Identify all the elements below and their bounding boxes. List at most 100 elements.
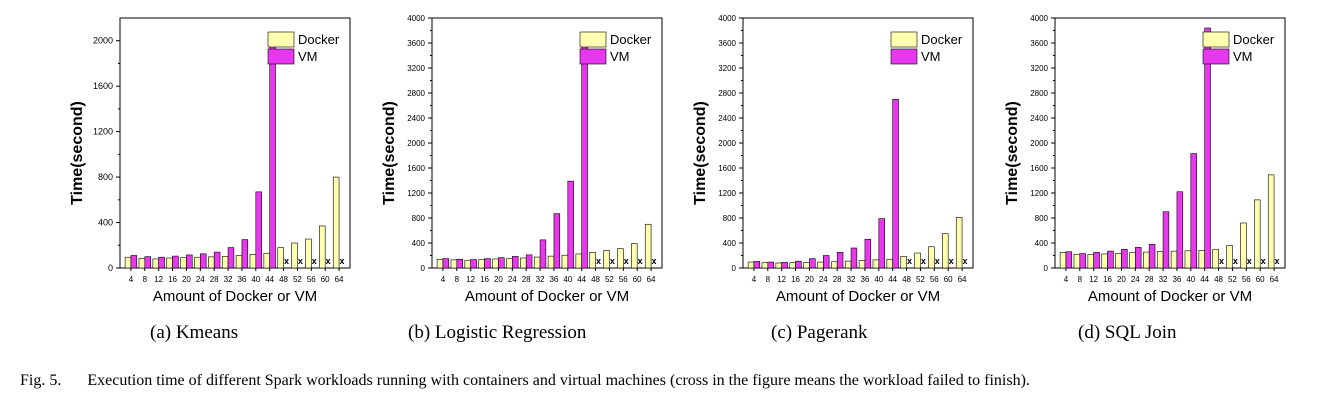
- chart-sql-join: 0 400 800 1200 1600 2000 2400 2800 3200 3600 4000 T…: [1004, 14, 1286, 305]
- y-tick-label: 0: [732, 264, 737, 273]
- y-axis-label: Time(second): [69, 101, 86, 205]
- bar-docker: [1129, 252, 1136, 269]
- figure-caption-text: Execution time of different Spark worklo…: [87, 372, 1030, 389]
- bar-vm: [1190, 153, 1197, 269]
- bar-docker: [249, 254, 257, 269]
- x-tick-label: 36: [1172, 275, 1181, 284]
- y-tick-label: 1200: [718, 189, 736, 198]
- x-axis-label: Amount of Docker or VM: [776, 288, 940, 305]
- legend-swatch-docker: [579, 31, 607, 48]
- x-tick-label: 56: [930, 275, 939, 284]
- y-tick-label: 2400: [1030, 114, 1048, 123]
- x-tick-label: 4: [752, 275, 757, 284]
- bar-docker: [575, 253, 582, 269]
- bar-vm: [158, 256, 165, 269]
- x-tick-label: 64: [958, 275, 967, 284]
- bar-docker: [942, 233, 949, 269]
- bar-docker: [478, 259, 485, 269]
- bar-docker: [1059, 252, 1067, 269]
- y-tick-label: 400: [98, 218, 113, 228]
- bar-docker: [180, 257, 187, 269]
- bar-vm: [809, 258, 816, 269]
- bar-docker: [235, 255, 243, 269]
- x-tick-label: 16: [168, 275, 177, 284]
- bar-docker: [1101, 253, 1108, 269]
- bar-vm: [1162, 211, 1170, 269]
- y-tick-label: 800: [723, 214, 737, 223]
- x-tick-label: 64: [1270, 275, 1279, 284]
- y-tick-label: 2800: [718, 89, 736, 98]
- bar-vm: [767, 261, 774, 269]
- bar-vm: [1121, 248, 1128, 269]
- x-tick-label: 8: [1078, 275, 1083, 284]
- y-tick-label: 3200: [407, 64, 425, 73]
- x-tick-label: 24: [508, 275, 517, 284]
- bar-vm: [1148, 243, 1156, 269]
- x-tick-label: 52: [293, 275, 302, 284]
- y-axis-label: Time(second): [692, 101, 709, 205]
- bar-vm: [1135, 247, 1142, 269]
- y-tick-label: 0: [1044, 264, 1049, 273]
- bar-vm: [795, 260, 802, 269]
- failed-marker: x: [610, 256, 615, 266]
- x-tick-label: 44: [888, 275, 897, 284]
- y-axis-label: Time(second): [1004, 101, 1021, 205]
- y-tick-label: 1600: [93, 81, 113, 91]
- x-tick-label: 12: [1089, 275, 1098, 284]
- y-tick-label: 2800: [1030, 89, 1048, 98]
- x-tick-label: 4: [441, 275, 446, 284]
- bar-docker: [1073, 253, 1081, 269]
- failed-marker: x: [284, 256, 289, 266]
- bar-docker: [858, 260, 866, 269]
- bar-docker: [194, 256, 201, 269]
- x-tick-label: 52: [605, 275, 614, 284]
- x-axis-label: Amount of Docker or VM: [1088, 288, 1252, 305]
- bar-vm: [442, 258, 450, 269]
- legend-label-vm: VM: [1233, 49, 1253, 64]
- bar-docker: [1226, 245, 1233, 269]
- bar-docker: [1184, 250, 1192, 269]
- legend-label-vm: VM: [298, 49, 318, 64]
- failed-marker: x: [962, 256, 967, 266]
- failed-marker: x: [312, 256, 317, 266]
- bar-vm: [470, 259, 477, 269]
- subcaption-pagerank: (c) Pagerank: [771, 322, 868, 343]
- chart-logistic-regression: 0 400 800 1200 1600 2000 2400 2800 3200 3600 4000 T…: [381, 14, 663, 305]
- bar-vm: [581, 40, 588, 269]
- x-tick-label: 40: [874, 275, 883, 284]
- bar-docker: [589, 252, 596, 269]
- x-tick-label: 52: [1228, 275, 1237, 284]
- bar-docker: [747, 261, 755, 269]
- bar-docker: [138, 258, 146, 269]
- legend-label-vm: VM: [921, 49, 941, 64]
- bar-vm: [213, 251, 221, 269]
- bar-vm: [186, 254, 193, 269]
- bar-vm: [1204, 27, 1211, 269]
- failed-marker: x: [651, 256, 656, 266]
- failed-marker: x: [949, 256, 954, 266]
- y-tick-label: 1200: [1030, 189, 1048, 198]
- y-tick-label: 2000: [1030, 139, 1048, 148]
- bar-vm: [850, 247, 858, 269]
- x-tick-label: 8: [455, 275, 460, 284]
- x-tick-label: 12: [777, 275, 786, 284]
- figure-caption: Fig. 5. Execution time of different Spark…: [20, 372, 1030, 390]
- bar-vm: [512, 256, 519, 269]
- bar-docker: [886, 258, 893, 269]
- bar-docker: [644, 223, 652, 269]
- bar-docker: [900, 256, 907, 269]
- bar-vm: [456, 258, 463, 269]
- x-tick-label: 4: [1064, 275, 1069, 284]
- y-tick-label: 4000: [407, 14, 425, 23]
- bar-vm: [241, 239, 249, 269]
- x-tick-label: 24: [819, 275, 828, 284]
- bar-vm: [892, 98, 899, 269]
- bar-docker: [775, 262, 782, 269]
- x-tick-label: 60: [1256, 275, 1265, 284]
- bar-docker: [955, 217, 963, 269]
- chart-panel-pagerank: 0 400 800 1200 1600 2000 2400 2800 3200 3600 4000 T…: [683, 10, 983, 310]
- x-tick-label: 64: [335, 275, 344, 284]
- chart-panel-kmeans: 0 400 800 1200 1600 2000 Time(second) 4 8 12 16 20 2…: [60, 10, 360, 310]
- bar-vm: [227, 247, 235, 269]
- x-tick-label: 60: [633, 275, 642, 284]
